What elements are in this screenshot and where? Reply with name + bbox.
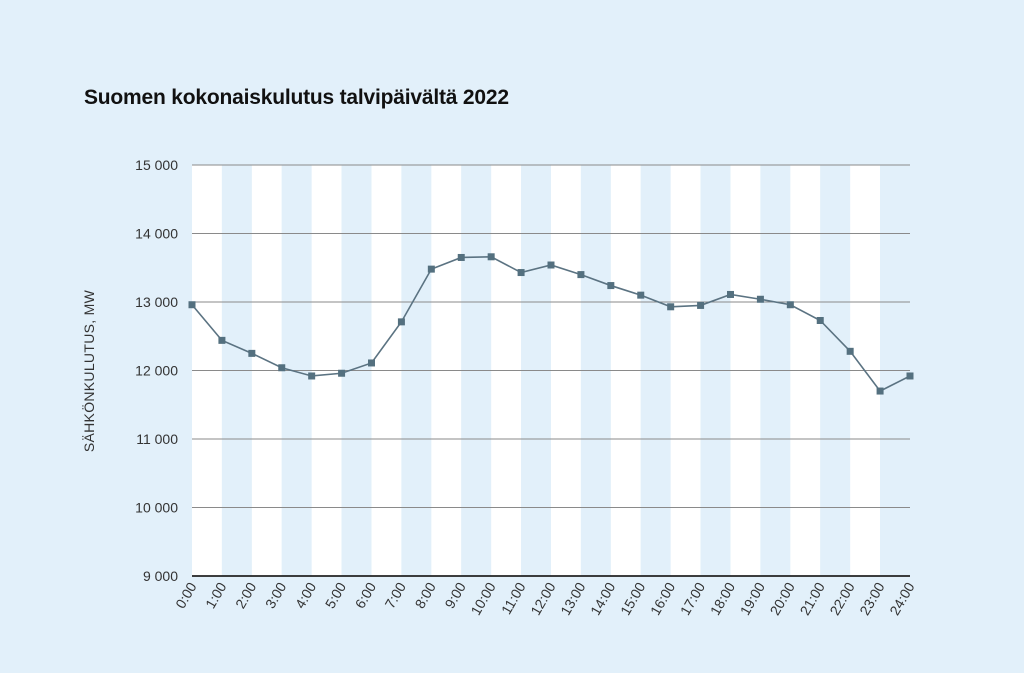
data-point [308,372,316,380]
data-point [637,291,645,299]
data-point [248,349,256,357]
data-point [607,282,615,290]
data-point [906,372,914,380]
x-tick-label: 1:00 [202,579,230,611]
y-tick-label: 12 000 [135,363,178,379]
x-tick-label: 22:00 [826,579,857,618]
data-point [397,318,405,326]
data-point [487,253,495,261]
y-tick-label: 9 000 [143,568,178,584]
x-tick-label: 12:00 [527,579,558,618]
data-point [218,336,226,344]
x-tick-label: 11:00 [498,579,529,617]
data-point [786,301,794,309]
y-tick-label: 10 000 [135,500,178,516]
x-tick-label: 6:00 [352,579,380,611]
x-tick-label: 14:00 [587,579,618,618]
x-tick-label: 10:00 [467,579,498,618]
x-tick-labels: 0:00 1:00 2:00 3:00 4:00 5:00 6:00 7:00 8:00 9:00… [172,579,918,618]
data-point [338,369,346,377]
x-tick-label: 0:00 [172,579,200,611]
data-point [816,316,824,324]
data-point [188,301,196,309]
data-point [547,261,555,269]
x-tick-label: 9:00 [441,579,469,611]
x-tick-label: 8:00 [411,579,439,611]
data-point [368,359,375,367]
x-tick-label: 23:00 [856,579,887,618]
data-point [697,301,705,309]
x-tick-label: 5:00 [322,579,350,611]
x-tick-label: 19:00 [737,579,768,618]
y-axis-label: SÄHKÖNKULUTUS, MW [80,289,97,452]
x-tick-label: 24:00 [886,579,917,618]
x-tick-label: 13:00 [557,579,588,618]
x-tick-label: 2:00 [232,579,260,611]
y-tick-label: 13 000 [135,294,178,310]
x-tick-label: 21:00 [796,579,827,618]
series-consumption [188,253,914,395]
data-point [427,265,435,273]
data-point [727,290,734,298]
data-point [278,364,286,372]
data-point [577,271,585,279]
y-tick-label: 11 000 [136,431,178,447]
x-tick-label: 7:00 [382,579,410,611]
data-point [846,347,854,355]
y-tick-label: 15 000 [135,157,178,173]
x-tick-label: 17:00 [677,579,708,618]
data-point [517,269,525,277]
data-point [756,295,764,303]
data-point [876,387,884,395]
y-tick-label: 14 000 [135,226,178,242]
y-tick-labels: 9 000 10 000 11 000 12 000 13 000 14 000 15 00… [135,157,178,584]
x-tick-label: 16:00 [647,579,678,618]
x-tick-label: 15:00 [617,579,648,618]
x-tick-label: 4:00 [292,579,320,611]
data-point [667,303,675,311]
x-tick-label: 18:00 [707,579,738,618]
x-tick-label: 20:00 [767,579,798,618]
chart-title: Suomen kokonaiskulutus talvipäivältä 202… [84,86,509,109]
x-tick-label: 3:00 [262,579,290,611]
data-point [457,253,465,261]
